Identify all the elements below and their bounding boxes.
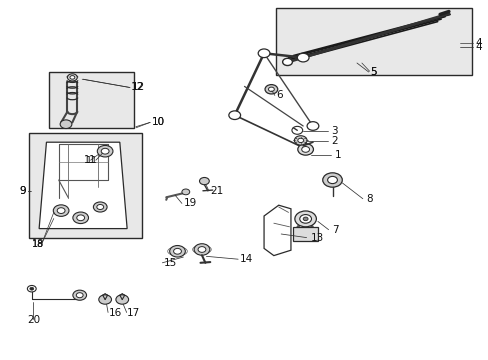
Circle shape (97, 145, 113, 157)
Circle shape (53, 205, 69, 216)
Text: 15: 15 (163, 258, 177, 268)
Circle shape (297, 144, 313, 155)
Circle shape (116, 295, 128, 304)
Text: 4: 4 (474, 42, 481, 52)
Text: 9: 9 (20, 186, 26, 196)
Bar (49, 72, 134, 128)
Text: 14: 14 (239, 254, 252, 264)
Circle shape (303, 217, 307, 221)
Text: 18: 18 (32, 240, 44, 248)
Bar (293, 227, 317, 241)
Text: 21: 21 (210, 186, 223, 196)
Circle shape (76, 293, 83, 298)
Text: 17: 17 (127, 308, 140, 318)
Polygon shape (39, 142, 127, 229)
Circle shape (297, 138, 303, 143)
Circle shape (101, 148, 109, 154)
Circle shape (327, 176, 337, 184)
Text: 18: 18 (32, 239, 44, 249)
Circle shape (27, 285, 36, 292)
Circle shape (67, 74, 77, 81)
Text: 1: 1 (334, 150, 341, 160)
Circle shape (294, 136, 306, 145)
Text: 7: 7 (332, 225, 339, 235)
Circle shape (322, 173, 342, 187)
Circle shape (268, 87, 274, 91)
Circle shape (57, 208, 65, 213)
Circle shape (282, 58, 292, 66)
Circle shape (97, 204, 103, 210)
Text: 16: 16 (108, 308, 122, 318)
Circle shape (77, 215, 84, 221)
Bar (29, 133, 142, 238)
Bar (276, 8, 471, 75)
Circle shape (291, 126, 302, 134)
Text: 20: 20 (27, 315, 40, 325)
Circle shape (182, 189, 189, 195)
Text: 11: 11 (84, 155, 96, 165)
Circle shape (194, 244, 209, 255)
Circle shape (198, 247, 205, 252)
Circle shape (99, 295, 111, 304)
Circle shape (30, 287, 34, 290)
Text: 12: 12 (131, 82, 144, 93)
Circle shape (299, 215, 311, 223)
Text: 4: 4 (474, 38, 481, 48)
Text: 10: 10 (151, 117, 164, 127)
Text: 6: 6 (276, 90, 283, 100)
Text: 9: 9 (20, 186, 26, 196)
Circle shape (73, 290, 86, 300)
Circle shape (264, 85, 277, 94)
Text: 13: 13 (310, 233, 323, 243)
Circle shape (228, 111, 240, 120)
Circle shape (199, 177, 209, 185)
Circle shape (169, 246, 185, 257)
Text: 5: 5 (369, 67, 376, 77)
Circle shape (73, 212, 88, 224)
Circle shape (70, 76, 75, 79)
Circle shape (93, 202, 107, 212)
Circle shape (301, 147, 309, 152)
Circle shape (173, 248, 181, 254)
Circle shape (258, 49, 269, 58)
Circle shape (294, 211, 316, 227)
Circle shape (60, 120, 72, 129)
Polygon shape (264, 205, 290, 256)
Text: 5: 5 (369, 67, 376, 77)
Text: 3: 3 (331, 126, 338, 136)
Text: 10: 10 (151, 117, 164, 127)
Circle shape (306, 122, 318, 130)
Text: 19: 19 (183, 198, 196, 208)
Circle shape (297, 53, 308, 62)
Text: 12: 12 (132, 82, 145, 93)
Text: 2: 2 (331, 136, 338, 147)
Text: 11: 11 (85, 156, 98, 165)
Text: 8: 8 (366, 194, 373, 204)
